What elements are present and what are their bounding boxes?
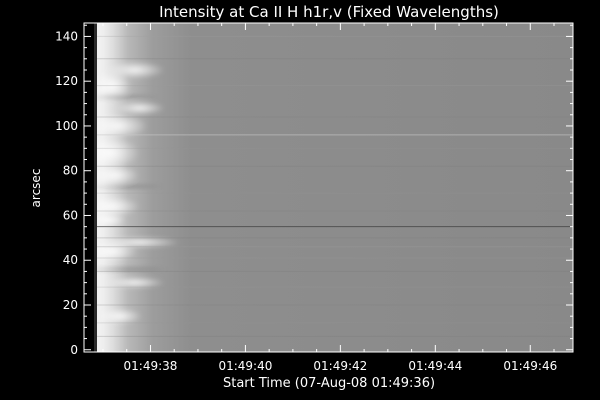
x-tick-label: 01:49:38 [124,359,178,373]
intensity-feature [90,213,126,226]
intensity-feature [84,196,140,217]
intensity-feature [88,113,148,138]
y-tick-label: 20 [63,298,78,312]
plot-frame [83,22,574,353]
x-tick-label: 01:49:42 [313,359,367,373]
intensity-feature [92,71,132,100]
y-tick-label: 140 [55,29,78,43]
intensity-feature [84,266,170,273]
intensity-feature [84,93,160,100]
y-tick-label: 100 [55,119,78,133]
intensity-feature [86,241,138,262]
y-tick-label: 80 [63,164,78,178]
y-tick-label: 0 [70,343,78,357]
y-tick-label: 120 [55,74,78,88]
y-tick-label: 60 [63,208,78,222]
intensity-feature [115,101,165,116]
x-tick-label: 01:49:40 [218,359,272,373]
chart-title: Intensity at Ca II H h1r,v (Fixed Wavele… [159,3,499,21]
axis-ticks [84,23,573,352]
x-tick-label: 01:49:46 [503,359,557,373]
x-axis-label: Start Time (07-Aug-08 01:49:36) [223,376,435,391]
intensity-feature [91,165,139,186]
intensity-feature [98,308,142,325]
heatmap-image [84,23,573,352]
intensity-feature [105,276,165,289]
y-axis-label: arcsec [29,169,43,208]
x-tick-label: 01:49:44 [408,359,462,373]
intensity-feature [84,136,140,169]
intensity-feature [85,183,165,190]
y-tick-label: 40 [63,253,78,267]
